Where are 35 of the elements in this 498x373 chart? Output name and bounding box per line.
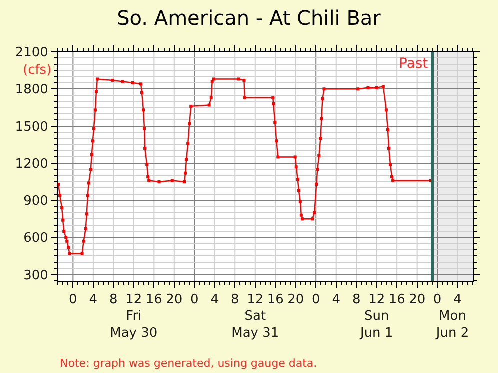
x-tick-label: 20 — [409, 292, 426, 308]
x-tick-label: 12 — [368, 292, 386, 308]
x-tick-label: 0 — [190, 292, 199, 308]
x-tick-label: 20 — [288, 292, 304, 308]
y-tick-label: 1500 — [15, 120, 48, 135]
y-tick-label: 2100 — [15, 46, 48, 61]
y-tick-label: 900 — [24, 194, 48, 210]
x2-tick-label: Sun Jun 1 — [359, 309, 394, 341]
y-tick-label: 1200 — [15, 156, 48, 172]
x-tick-label: 20 — [166, 292, 183, 308]
x-tick-label: 16 — [267, 292, 284, 308]
x2-tick-label: Mon Jun 2 — [435, 309, 470, 341]
y-tick-label: 600 — [24, 231, 48, 246]
x-tick-label: 8 — [352, 292, 361, 308]
x-tick-label: 8 — [230, 292, 240, 308]
x-tick-label: 4 — [210, 292, 220, 308]
x-tick-label: 4 — [89, 292, 98, 308]
x-tick-label: 16 — [146, 292, 162, 308]
x-tick-label: 4 — [454, 292, 462, 308]
text: Note: graph was generated, using gauge data. — [60, 357, 318, 370]
x-tick-label: 0 — [433, 292, 442, 308]
y-axis-title: (cfs) — [23, 63, 52, 78]
x2-tick-label: Fri May 30 — [110, 309, 158, 341]
y-tick-label: 1800 — [15, 82, 48, 98]
chart-title: So. American - At Chili Bar — [117, 6, 382, 30]
x-tick-label: 0 — [69, 292, 78, 308]
x2-tick-label: Sat May 31 — [232, 309, 280, 341]
x-tick-label: 0 — [312, 292, 320, 308]
x-tick-label: 12 — [126, 292, 142, 308]
x-tick-label: 4 — [332, 292, 340, 308]
y-tick-label: 300 — [24, 268, 48, 284]
x-tick-label: 16 — [388, 292, 406, 308]
x-tick-label: 12 — [247, 292, 264, 308]
x-tick-label: 8 — [110, 292, 118, 308]
ref-line-label: Past — [399, 56, 429, 72]
